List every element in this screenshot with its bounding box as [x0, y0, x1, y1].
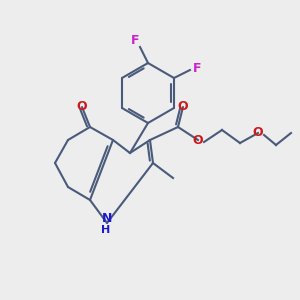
Text: F: F	[131, 34, 139, 47]
Text: O: O	[253, 127, 263, 140]
Text: F: F	[193, 61, 201, 74]
Text: N: N	[102, 212, 112, 226]
Text: O: O	[193, 134, 203, 146]
Text: O: O	[178, 100, 188, 113]
Text: H: H	[101, 225, 111, 235]
Text: O: O	[77, 100, 87, 113]
